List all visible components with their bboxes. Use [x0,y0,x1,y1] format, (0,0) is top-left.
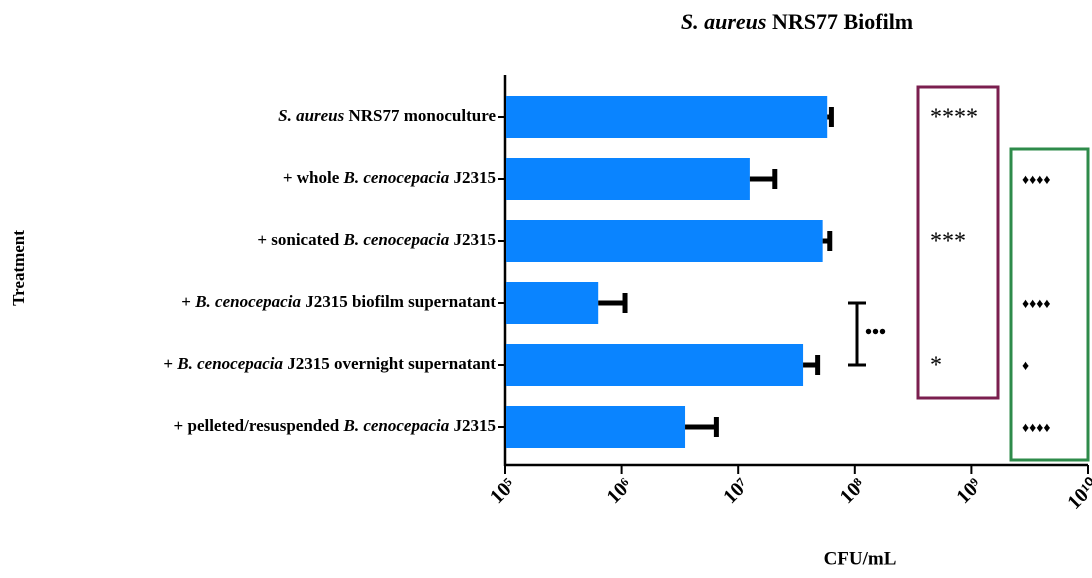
y-tick-label: + B. cenocepacia J2315 overnight superna… [163,354,496,373]
text-part: + [181,292,195,311]
error-bar [685,417,719,437]
significance-label: ♦♦♦♦ [1022,421,1051,436]
significance-label: ♦♦♦♦ [1022,297,1051,312]
significance-label: ♦ [1022,359,1029,374]
x-tick-label: 10⁷ [719,474,753,508]
error-bar [749,169,778,189]
y-tick-label: + sonicated B. cenocepacia J2315 [257,230,496,249]
text-part: J2315 [449,168,496,187]
bar [506,282,599,324]
text-part: B. cenocepacia [176,354,283,373]
text-part: NRS77 monoculture [344,106,496,125]
y-tick-label: + pelleted/resuspended B. cenocepacia J2… [174,416,496,435]
error-bar [803,355,821,375]
text-part: S. aureus [278,106,345,125]
bar [506,96,828,138]
text-part: NRS77 Biofilm [766,9,913,34]
bar [506,406,686,448]
text-part: + whole [283,168,344,187]
x-tick-label: 10⁶ [602,474,636,508]
x-tick-label: 10¹⁰ [1063,474,1092,514]
y-axis-label: Treatment [9,230,28,306]
bar [506,344,804,386]
text-part: B. cenocepacia [194,292,301,311]
chart-title: S. aureus NRS77 Biofilm [681,9,913,34]
significance-label: ♦♦♦♦ [1022,173,1051,188]
error-bar [598,293,628,313]
text-part: B. cenocepacia [343,168,450,187]
x-tick-label: 10⁵ [486,474,520,508]
y-tick-label: + B. cenocepacia J2315 biofilm supernata… [181,292,496,311]
text-part: + pelleted/resuspended [174,416,344,435]
significance-label: **** [930,105,978,131]
bracket [848,301,866,367]
text-part: J2315 biofilm supernatant [301,292,496,311]
y-tick-label: S. aureus NRS77 monoculture [278,106,496,125]
x-tick-label: 10⁸ [836,474,870,508]
bracket-label: ••• [865,322,886,344]
error-bar [827,107,834,127]
significance-box [1009,147,1090,462]
text-part: S. aureus [681,9,767,34]
x-axis-label: CFU/mL [824,548,897,569]
text-part: + sonicated [257,230,343,249]
bar [506,220,823,262]
text-part: J2315 overnight supernatant [283,354,496,373]
x-tick-label: 10⁹ [952,474,986,508]
y-tick-label: + whole B. cenocepacia J2315 [283,168,496,187]
text-part: J2315 [449,416,496,435]
text-part: J2315 [449,230,496,249]
bar [506,158,750,200]
text-part: + [163,354,177,373]
error-bar [822,231,833,251]
text-part: B. cenocepacia [343,230,450,249]
significance-label: * [930,353,942,379]
significance-label: *** [930,229,966,255]
significance-box [916,85,1000,400]
text-part: B. cenocepacia [343,416,450,435]
